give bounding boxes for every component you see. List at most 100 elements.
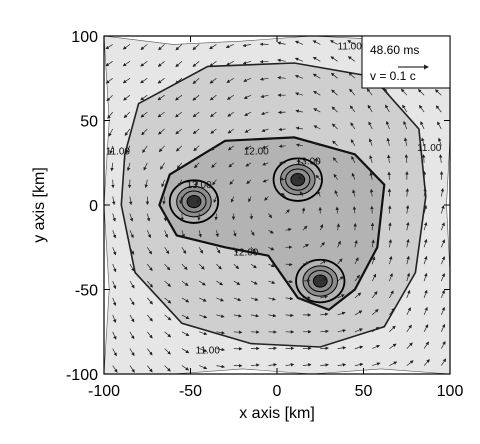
velocity-arrow — [435, 105, 442, 113]
velocity-arrow — [216, 314, 225, 318]
velocity-arrow — [337, 276, 344, 282]
density-core-3-ring-4 — [312, 274, 328, 288]
velocity-arrow — [123, 111, 131, 119]
velocity-arrow — [233, 263, 240, 270]
velocity-arrow — [126, 145, 131, 154]
velocity-arrow — [157, 94, 165, 101]
velocity-arrow — [250, 247, 256, 253]
velocity-field — [105, 39, 447, 373]
velocity-arrow — [314, 158, 321, 164]
velocity-arrow — [246, 179, 252, 185]
velocity-arrow — [250, 297, 259, 301]
contour-label: 11.00 — [417, 143, 442, 154]
velocity-arrow — [295, 126, 303, 130]
velocity-arrow — [175, 61, 183, 68]
velocity-arrow — [216, 330, 225, 335]
velocity-arrow — [294, 40, 304, 45]
velocity-arrow — [320, 241, 325, 248]
velocity-arrow — [337, 294, 345, 299]
velocity-arrow — [112, 331, 117, 340]
velocity-arrow — [440, 340, 446, 349]
velocity-arrow — [213, 196, 217, 204]
velocity-arrow — [440, 323, 446, 332]
velocity-arrow — [175, 94, 183, 101]
velocity-arrow — [144, 179, 148, 189]
velocity-arrow — [268, 213, 273, 219]
velocity-arrow — [440, 306, 445, 316]
velocity-arrow — [129, 297, 135, 306]
velocity-arrow — [192, 94, 200, 101]
velocity-arrow — [181, 230, 185, 238]
y-tick-label: -50 — [75, 283, 98, 300]
velocity-arrow — [383, 88, 390, 96]
velocity-arrow — [157, 78, 165, 84]
velocity-arrow — [320, 277, 328, 282]
velocity-arrow — [199, 280, 206, 286]
velocity-arrow — [277, 41, 286, 45]
velocity-arrow — [320, 312, 329, 317]
velocity-arrow — [158, 44, 165, 51]
velocity-arrow — [268, 280, 276, 284]
velocity-arrow — [143, 162, 148, 171]
velocity-arrow — [369, 188, 374, 197]
velocity-arrow — [129, 230, 134, 239]
velocity-arrow — [285, 279, 293, 284]
velocity-arrow — [280, 192, 286, 197]
velocity-arrow — [332, 140, 338, 147]
velocity-arrow — [315, 174, 321, 180]
velocity-arrow — [129, 280, 135, 289]
velocity-arrow — [199, 331, 208, 336]
velocity-arrow — [147, 247, 152, 255]
velocity-arrow — [320, 346, 329, 350]
velocity-arrow — [313, 108, 321, 113]
velocity-arrow — [196, 196, 200, 204]
velocity-arrow — [423, 238, 428, 248]
velocity-arrow — [437, 121, 442, 130]
velocity-arrow — [209, 94, 217, 101]
velocity-arrow — [330, 72, 338, 79]
velocity-arrow — [110, 162, 114, 172]
velocity-arrow — [175, 145, 183, 152]
velocity-arrow — [337, 258, 343, 265]
velocity-arrow — [179, 196, 183, 205]
velocity-arrow — [250, 263, 257, 269]
velocity-arrow — [351, 172, 356, 180]
velocity-arrow — [192, 111, 200, 118]
velocity-arrow — [175, 111, 183, 118]
velocity-arrow — [157, 61, 165, 67]
velocity-arrow — [199, 314, 208, 319]
velocity-arrow — [337, 329, 347, 333]
velocity-arrow — [129, 348, 135, 357]
velocity-arrow — [337, 311, 346, 316]
velocity-arrow — [250, 313, 260, 318]
velocity-arrow — [264, 196, 269, 201]
velocity-arrow — [385, 104, 390, 113]
velocity-arrow — [268, 297, 276, 301]
x-tick-label: 50 — [355, 383, 373, 400]
velocity-arrow — [421, 137, 425, 146]
velocity-arrow — [368, 138, 373, 146]
velocity-arrow — [249, 213, 254, 220]
velocity-arrow — [181, 263, 188, 271]
velocity-arrow — [181, 365, 190, 371]
velocity-arrow — [285, 313, 294, 318]
velocity-arrow — [350, 139, 356, 146]
velocity-arrow — [175, 44, 183, 51]
velocity-arrow — [164, 331, 172, 338]
velocity-arrow — [111, 196, 116, 206]
velocity-arrow — [268, 263, 275, 268]
velocity-arrow — [122, 61, 131, 67]
velocity-arrow — [160, 162, 165, 170]
velocity-arrow — [146, 230, 151, 239]
x-tick-label: -50 — [179, 383, 202, 400]
velocity-arrow — [181, 314, 190, 320]
velocity-arrow — [129, 247, 135, 255]
velocity-arrow — [406, 221, 410, 231]
velocity-arrow — [124, 128, 131, 136]
velocity-arrow — [112, 263, 117, 273]
velocity-arrow — [423, 188, 427, 197]
velocity-arrow — [195, 179, 200, 186]
velocity-arrow — [216, 297, 224, 302]
velocity-arrow — [163, 213, 168, 222]
velocity-arrow — [285, 209, 290, 214]
